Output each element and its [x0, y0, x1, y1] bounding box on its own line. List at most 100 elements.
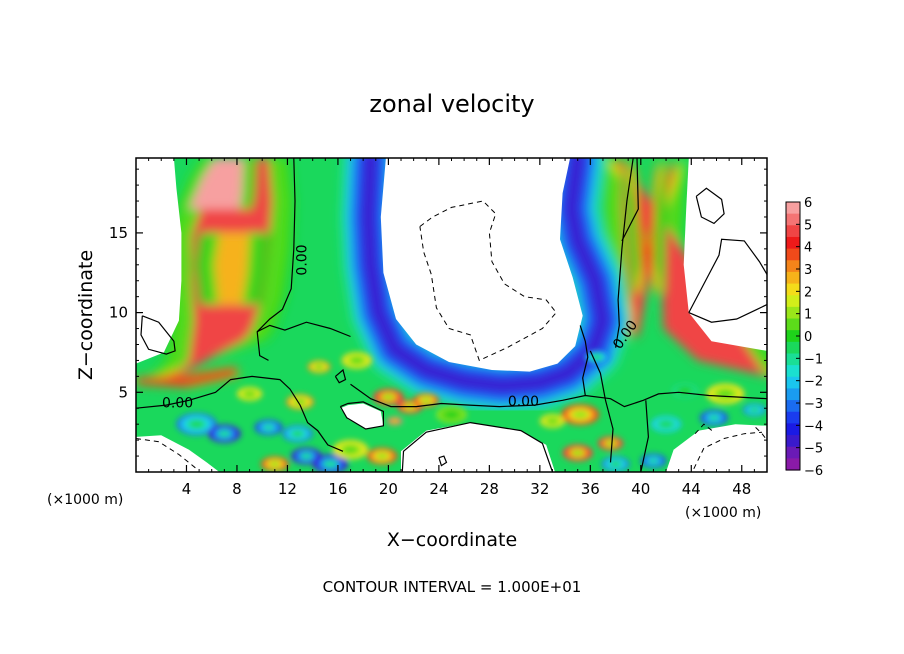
band-inner-orange: [193, 232, 271, 305]
x-tick-label: 12: [278, 480, 297, 498]
field-blob: [291, 430, 304, 438]
band-left-lobe-top-core: [189, 158, 244, 209]
colorbar-swatch: [786, 225, 800, 238]
colorbar-swatch: [786, 306, 800, 320]
y-tick-label: 15: [109, 224, 128, 242]
chart-title: zonal velocity: [369, 90, 534, 118]
colorbar-tick-label: 0: [804, 330, 812, 345]
colorbar-swatch: [786, 202, 800, 215]
colorbar-swatch: [786, 423, 800, 436]
colorbar-tick-label: 6: [804, 196, 812, 211]
contour-dashed: [693, 431, 763, 470]
colorbar-swatch: [786, 435, 800, 448]
contour-dashed: [136, 438, 197, 470]
colorbar-swatch: [786, 283, 800, 296]
field-blob: [382, 393, 395, 401]
colorbar-swatch: [786, 411, 800, 424]
field-blob: [445, 411, 458, 418]
field-blob: [749, 407, 759, 413]
contour-solid: [438, 455, 448, 467]
white-region-upper-right-corner: [683, 158, 767, 351]
x-unit-left: (×1000 m): [47, 492, 123, 508]
field-blob: [217, 430, 231, 438]
x-tick-label: 24: [429, 480, 448, 498]
colorbar-tick-label: −3: [804, 397, 823, 412]
field-blob: [391, 419, 398, 423]
colorbar-swatch: [786, 248, 800, 261]
white-region-upper-left-corner: [136, 158, 182, 364]
x-tick-label: 4: [182, 480, 192, 498]
contour-solid: [339, 401, 384, 430]
field-blob: [323, 460, 338, 468]
band-right-jet-core-level: [622, 158, 668, 297]
plot-field: [136, 158, 767, 472]
colorbar-swatch: [786, 458, 800, 471]
contour-dashed: [755, 427, 767, 441]
contour-solid: [140, 315, 176, 355]
band-inner-orange-core: [214, 232, 250, 305]
field-blob: [244, 391, 255, 397]
contour-lines: [136, 158, 767, 472]
colorbar-swatch: [786, 271, 800, 285]
y-axis: 5 10 15: [109, 168, 767, 457]
field-blobs: [176, 350, 766, 472]
band-right-jet-core: [622, 158, 668, 297]
field-blob: [262, 424, 275, 431]
y-tick-label: 5: [118, 383, 128, 401]
colorbar-swatch: [786, 400, 800, 413]
colorbar-swatch: [786, 213, 800, 226]
colorbar-swatch: [786, 365, 800, 378]
colorbar-tick-label: −4: [804, 419, 823, 434]
band-right-jet-core-core: [634, 158, 656, 297]
upper-blue-arc: [339, 158, 632, 415]
contour-solid: [640, 400, 650, 472]
x-tick-label: 36: [581, 480, 600, 498]
y-tick-label: 10: [109, 304, 128, 322]
colorbar-tick-label: 4: [804, 241, 812, 256]
white-region-mid-patch: [340, 403, 384, 429]
contour-solid: [615, 158, 634, 348]
white-region-upper-centre-calm: [380, 158, 583, 372]
colorbar-swatch: [786, 341, 800, 355]
x-axis-label: X−coordinate: [387, 529, 517, 551]
colorbar-swatch: [786, 353, 800, 366]
field-blob: [572, 410, 588, 419]
field-blob: [571, 449, 584, 457]
colorbar-swatch: [786, 295, 800, 308]
x-tick-label: 32: [530, 480, 549, 498]
colorbar-tick-label: −5: [804, 442, 823, 457]
x-unit-right: (×1000 m): [685, 505, 761, 521]
contour-solid: [579, 325, 589, 396]
colorbar-tick-label: −1: [804, 352, 823, 367]
contour-dashed: [419, 200, 557, 362]
field-blob: [708, 414, 720, 421]
field-blob: [300, 452, 313, 460]
field-blob: [314, 364, 324, 370]
colorbar-swatch: [786, 236, 800, 250]
field-blob: [648, 458, 659, 464]
contour-label: 0.00: [295, 244, 311, 275]
colorbar-swatch: [786, 318, 800, 331]
field-blob: [343, 445, 358, 454]
contour-solid: [401, 421, 554, 472]
contour-solid: [688, 304, 767, 323]
x-tick-label: 8: [232, 480, 242, 498]
field-blob: [350, 357, 363, 364]
colorbar-swatch: [786, 388, 800, 401]
contour-label: 0.00: [162, 396, 193, 412]
field-blob: [659, 420, 673, 428]
contour-solid: [256, 158, 296, 361]
field-blob: [188, 419, 205, 429]
colorbar: 6 5 4 3 2 1 0 −1 −2 −3 −4 −5 −6: [785, 196, 823, 479]
contour-interval-note: CONTOUR INTERVAL = 1.000E+01: [323, 578, 582, 596]
x-axis: 4 8 12 16 20 24 28 32 36 40 44 48: [148, 158, 755, 498]
x-tick-label: 48: [732, 480, 751, 498]
field-blob: [421, 397, 432, 404]
upper-blue-arc-level: [362, 158, 609, 392]
field-blob: [605, 440, 616, 447]
contour-solid: [350, 383, 767, 408]
contour-solid: [136, 375, 344, 452]
x-tick-label: 40: [631, 480, 650, 498]
colorbar-swatch: [786, 446, 800, 459]
x-tick-label: 28: [480, 480, 499, 498]
